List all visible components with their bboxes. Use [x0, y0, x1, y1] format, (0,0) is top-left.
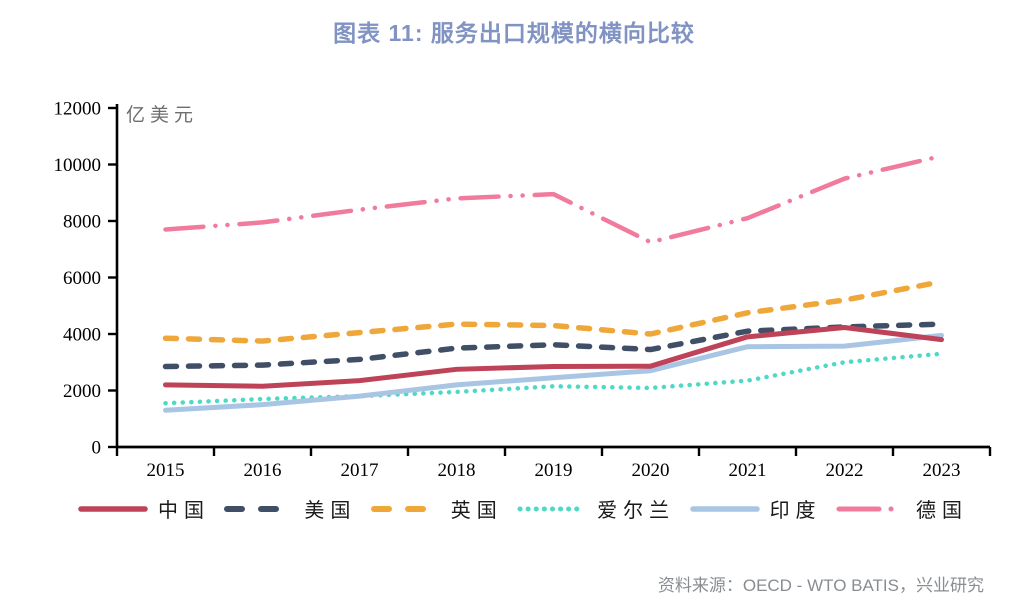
x-tick-label: 2023 — [923, 460, 961, 481]
y-tick-label: 12000 — [54, 99, 102, 120]
y-tick-label: 10000 — [54, 155, 102, 176]
y-tick-label: 0 — [92, 438, 102, 459]
chart-title: 图表 11: 服务出口规模的横向比较 — [333, 20, 695, 46]
legend-line-swatch-icon — [836, 506, 906, 511]
legend-line-swatch-icon — [517, 506, 587, 511]
series-line-印度 — [163, 332, 944, 413]
chart-legend: 中国 美国 英国 爱尔兰 印度 德国 — [78, 494, 968, 523]
legend-item-ireland: 爱尔兰 — [517, 494, 675, 523]
legend-label: 中国 — [158, 500, 210, 522]
legend-label: 爱尔兰 — [597, 500, 676, 522]
series-line-爱尔兰 — [163, 351, 944, 406]
y-tick-label: 6000 — [63, 268, 101, 289]
legend-label: 英国 — [450, 500, 503, 522]
legend-line-swatch-icon — [78, 505, 148, 512]
y-tick-label: 4000 — [63, 325, 101, 346]
series-line-英国 — [162, 278, 945, 344]
source-note: 资料来源：OECD - WTO BATIS，兴业研究 — [657, 576, 984, 595]
series-line-德国 — [163, 153, 944, 245]
x-tick-label: 2018 — [438, 460, 476, 481]
legend-label: 美国 — [304, 500, 357, 522]
line-chart-plot: 0 2000 4000 6000 8000 10000 12000 2015 2016 2017 2… — [54, 99, 992, 481]
x-tick-label: 2020 — [632, 460, 670, 481]
legend-line-swatch-icon — [370, 505, 441, 512]
y-axis-unit-label: 亿美元 — [126, 105, 199, 126]
x-tick-label: 2017 — [341, 460, 379, 481]
legend-label: 印度 — [769, 500, 822, 522]
legend-item-germany: 德国 — [836, 494, 968, 523]
legend-line-swatch-icon — [689, 505, 760, 512]
legend-item-china: 中国 — [78, 494, 210, 523]
x-tick-label: 2021 — [729, 460, 767, 481]
y-tick-label: 2000 — [63, 381, 101, 402]
legend-item-india: 印度 — [689, 494, 822, 523]
y-tick-label: 8000 — [63, 212, 101, 233]
legend-label: 德国 — [915, 500, 968, 522]
x-tick-label: 2022 — [826, 460, 864, 481]
legend-line-swatch-icon — [224, 505, 295, 512]
x-tick-label: 2016 — [244, 460, 282, 481]
series-line-中国 — [163, 325, 944, 389]
legend-item-usa: 美国 — [224, 494, 356, 523]
legend-item-uk: 英国 — [370, 494, 503, 523]
x-tick-label: 2015 — [147, 460, 185, 481]
x-tick-label: 2019 — [535, 460, 573, 481]
